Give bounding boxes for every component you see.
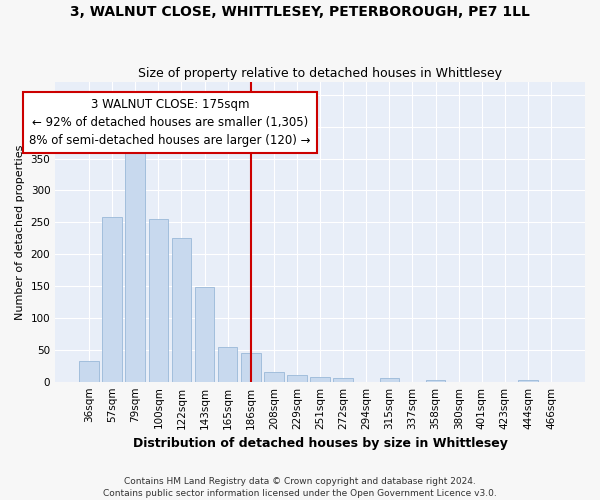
Bar (172, 238, 191, 382)
X-axis label: Distribution of detached houses by size in Whittlesey: Distribution of detached houses by size … (133, 437, 508, 450)
Bar (241, 353, 260, 382)
Bar (518, 380, 538, 382)
Bar (380, 378, 399, 382)
Bar (334, 378, 353, 382)
Bar (310, 377, 330, 382)
Bar (149, 219, 168, 382)
Text: 3 WALNUT CLOSE: 175sqm
← 92% of detached houses are smaller (1,305)
8% of semi-d: 3 WALNUT CLOSE: 175sqm ← 92% of detached… (29, 98, 311, 147)
Bar (218, 346, 238, 382)
Bar (103, 217, 122, 382)
Text: Contains HM Land Registry data © Crown copyright and database right 2024.
Contai: Contains HM Land Registry data © Crown c… (103, 476, 497, 498)
Y-axis label: Number of detached properties: Number of detached properties (15, 144, 25, 320)
Bar (287, 376, 307, 382)
Bar (125, 151, 145, 382)
Bar (264, 372, 284, 382)
Bar (426, 380, 445, 382)
Text: 3, WALNUT CLOSE, WHITTLESEY, PETERBOROUGH, PE7 1LL: 3, WALNUT CLOSE, WHITTLESEY, PETERBOROUG… (70, 5, 530, 19)
Bar (79, 362, 99, 382)
Bar (195, 288, 214, 382)
Title: Size of property relative to detached houses in Whittlesey: Size of property relative to detached ho… (138, 66, 502, 80)
